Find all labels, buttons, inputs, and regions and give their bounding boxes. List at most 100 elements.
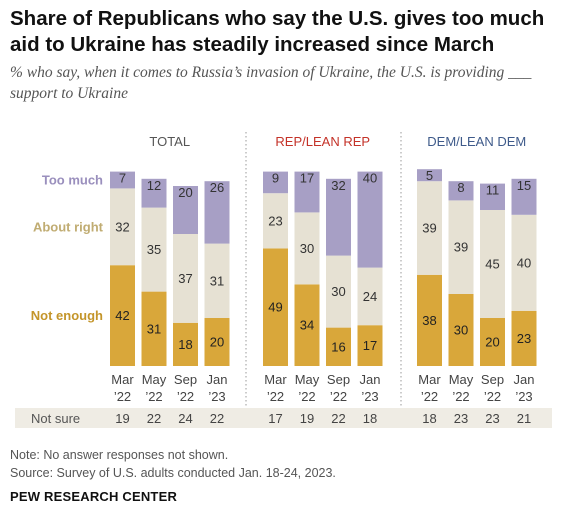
data-label: 40 <box>363 171 377 186</box>
x-tick-month: Sep <box>174 372 197 387</box>
bar-not-enough <box>448 294 474 366</box>
bar-not-enough <box>173 322 198 366</box>
bar-too-much <box>263 171 288 194</box>
x-tick-month: Jan <box>360 372 381 387</box>
data-label: 32 <box>115 219 129 234</box>
x-tick-month: Mar <box>418 372 441 387</box>
data-label: 30 <box>331 284 345 299</box>
bar-not-enough <box>417 274 442 366</box>
data-label: 23 <box>268 213 282 228</box>
x-tick-month: May <box>142 372 167 387</box>
bar-not-enough <box>326 327 351 366</box>
data-label: 18 <box>178 337 192 352</box>
data-label: 15 <box>517 178 531 193</box>
x-tick-month: Jan <box>514 372 535 387</box>
data-label: 24 <box>363 289 377 304</box>
data-label: 7 <box>119 171 126 186</box>
data-label: 38 <box>422 313 436 328</box>
bar-not-enough <box>110 265 135 366</box>
bar-about-right <box>204 243 230 318</box>
data-label: 20 <box>178 185 192 200</box>
data-label: 37 <box>178 271 192 286</box>
data-label: 35 <box>147 242 161 257</box>
x-tick-month: Sep <box>481 372 504 387</box>
bar-too-much <box>173 186 198 234</box>
bar-too-much <box>204 181 230 244</box>
x-tick-year: ’22 <box>267 389 284 404</box>
bar-about-right <box>511 214 537 311</box>
data-label: 20 <box>485 335 499 350</box>
x-tick-month: May <box>295 372 320 387</box>
data-label: 17 <box>363 338 377 353</box>
bar-about-right <box>173 234 198 323</box>
bar-too-much <box>141 178 167 208</box>
not-sure-value: 23 <box>454 411 468 426</box>
bar-too-much <box>448 181 474 201</box>
legend-not-enough: Not enough <box>31 308 103 323</box>
chart-title: Share of Republicans who say the U.S. gi… <box>10 7 545 56</box>
data-label: 23 <box>517 331 531 346</box>
bar-too-much <box>294 171 320 213</box>
data-label: 16 <box>331 339 345 354</box>
x-tick-year: ’23 <box>208 389 225 404</box>
data-label: 30 <box>454 323 468 338</box>
not-sure-value: 22 <box>147 411 161 426</box>
not-sure-value: 17 <box>268 411 282 426</box>
data-label: 26 <box>210 180 224 195</box>
x-tick-month: Mar <box>111 372 134 387</box>
data-label: 8 <box>457 180 464 195</box>
x-tick-month: Jan <box>207 372 228 387</box>
x-tick-month: Sep <box>327 372 350 387</box>
data-label: 12 <box>147 178 161 193</box>
not-sure-value: 18 <box>422 411 436 426</box>
data-label: 40 <box>517 255 531 270</box>
data-label: 34 <box>300 318 314 333</box>
not-sure-value: 22 <box>210 411 224 426</box>
bar-about-right <box>448 200 474 294</box>
bar-too-much <box>110 171 135 189</box>
not-sure-label: Not sure <box>31 411 80 426</box>
data-label: 42 <box>115 308 129 323</box>
panel-header-rep-lean-rep: REP/LEAN REP <box>275 134 370 149</box>
x-tick-year: ’22 <box>484 389 501 404</box>
bar-too-much <box>417 169 442 182</box>
bar-not-enough <box>141 291 167 366</box>
x-tick-year: ’23 <box>515 389 532 404</box>
bar-too-much <box>357 171 383 268</box>
bar-not-enough <box>480 318 505 366</box>
not-sure-value: 23 <box>485 411 499 426</box>
x-tick-year: ’22 <box>421 389 438 404</box>
x-tick-year: ’23 <box>361 389 378 404</box>
bar-about-right <box>141 207 167 292</box>
data-label: 32 <box>331 178 345 193</box>
not-sure-value: 19 <box>115 411 129 426</box>
x-tick-year: ’22 <box>145 389 162 404</box>
bar-about-right <box>480 210 505 318</box>
bar-too-much <box>511 178 537 215</box>
bar-not-enough <box>294 284 320 366</box>
data-label: 39 <box>422 221 436 236</box>
bar-about-right <box>110 188 135 266</box>
bar-not-enough <box>357 325 383 366</box>
bar-about-right <box>357 267 383 326</box>
panel-header-total: TOTAL <box>149 134 190 149</box>
not-sure-band <box>15 408 552 428</box>
data-label: 31 <box>210 273 224 288</box>
x-tick-month: May <box>449 372 474 387</box>
stacked-bar-chart: Not sure Too much About right Not enough TOT… <box>15 132 552 428</box>
data-label: 30 <box>300 241 314 256</box>
x-tick-year: ’22 <box>114 389 131 404</box>
data-label: 45 <box>485 257 499 272</box>
bar-not-enough <box>204 318 230 366</box>
legend-too-much: Too much <box>42 173 103 188</box>
not-sure-value: 19 <box>300 411 314 426</box>
bar-about-right <box>417 181 442 275</box>
data-label: 5 <box>426 168 433 183</box>
data-label: 49 <box>268 300 282 315</box>
data-label: 39 <box>454 240 468 255</box>
data-label: 20 <box>210 335 224 350</box>
x-tick-month: Mar <box>264 372 287 387</box>
data-label: 11 <box>486 183 500 198</box>
bar-not-enough <box>511 310 537 366</box>
chart-subtitle: % who say, when it comes to Russia’s inv… <box>10 64 532 102</box>
